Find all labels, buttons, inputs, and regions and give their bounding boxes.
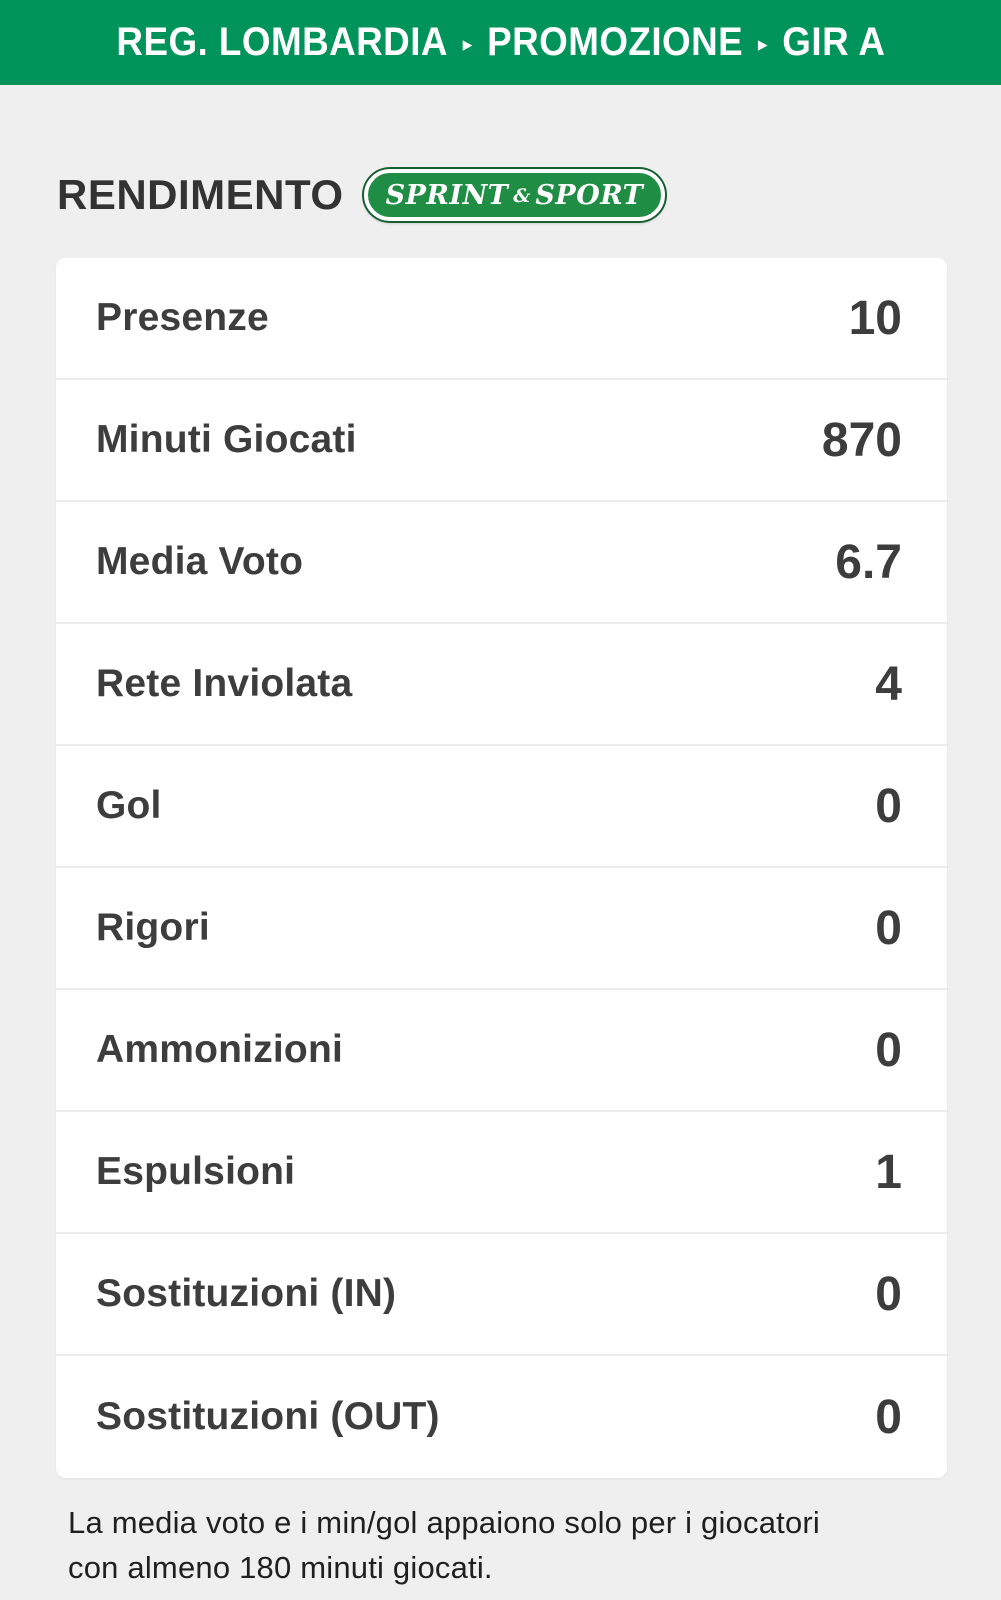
footnote-line-1: La media voto e i min/gol appaiono solo … <box>68 1505 821 1540</box>
stat-value: 1 <box>875 1145 902 1199</box>
table-row-ammonizioni: Ammonizioni 0 <box>56 990 947 1112</box>
stat-label: Rigori <box>96 906 210 949</box>
league-breadcrumb-bar: REG. LOMBARDIA ▸ PROMOZIONE ▸ GIR A <box>0 0 1001 85</box>
table-row-rete-inviolata: Rete Inviolata 4 <box>56 624 947 746</box>
logo-word-sprint: SPRINT <box>385 179 509 211</box>
table-row-rigori: Rigori 0 <box>56 868 947 990</box>
stat-value: 6.7 <box>835 535 902 589</box>
logo-ampersand: & <box>513 185 531 207</box>
footnote: La media voto e i min/gol appaiono solo … <box>68 1500 941 1590</box>
table-row-media-voto: Media Voto 6.7 <box>56 502 947 624</box>
table-row-gol: Gol 0 <box>56 746 947 868</box>
stat-value: 4 <box>875 657 902 711</box>
stat-value: 0 <box>875 901 902 955</box>
table-row-espulsioni: Espulsioni 1 <box>56 1112 947 1234</box>
table-row-sostituzioni-in: Sostituzioni (IN) 0 <box>56 1234 947 1356</box>
table-row-presenze: Presenze 10 <box>56 258 947 380</box>
breadcrumb-region[interactable]: REG. LOMBARDIA <box>115 20 448 64</box>
logo-word-sport: SPORT <box>535 179 644 211</box>
table-row-minuti-giocati: Minuti Giocati 870 <box>56 380 947 502</box>
stat-label: Minuti Giocati <box>96 418 357 461</box>
breadcrumb: REG. LOMBARDIA ▸ PROMOZIONE ▸ GIR A <box>116 20 885 65</box>
breadcrumb-separator-icon: ▸ <box>757 32 768 56</box>
breadcrumb-division[interactable]: PROMOZIONE <box>486 20 743 64</box>
stat-label: Rete Inviolata <box>96 662 353 705</box>
breadcrumb-separator-icon: ▸ <box>462 32 472 56</box>
stat-value: 0 <box>875 1267 902 1321</box>
table-row-sostituzioni-out: Sostituzioni (OUT) 0 <box>56 1356 947 1478</box>
stat-label: Espulsioni <box>96 1150 296 1193</box>
stat-label: Presenze <box>96 296 269 339</box>
stat-value: 10 <box>848 291 902 345</box>
page-title: RENDIMENTO <box>57 171 344 218</box>
stat-label: Sostituzioni (IN) <box>96 1272 397 1315</box>
stat-label: Gol <box>96 784 162 827</box>
stat-value: 0 <box>875 1390 902 1444</box>
sprint-sport-logo[interactable]: SPRINT & SPORT <box>363 169 666 221</box>
breadcrumb-group[interactable]: GIR A <box>781 20 886 64</box>
stat-value: 0 <box>875 779 902 833</box>
section-header: RENDIMENTO SPRINT & SPORT <box>57 169 1001 221</box>
stat-label: Media Voto <box>96 540 304 583</box>
stat-value: 870 <box>821 413 902 467</box>
footnote-line-2: con almeno 180 minuti giocati. <box>68 1550 493 1585</box>
performance-stats-card: Presenze 10 Minuti Giocati 870 Media Vot… <box>56 258 947 1478</box>
stat-label: Sostituzioni (OUT) <box>96 1395 440 1438</box>
stat-label: Ammonizioni <box>96 1028 344 1071</box>
stat-value: 0 <box>875 1023 902 1077</box>
